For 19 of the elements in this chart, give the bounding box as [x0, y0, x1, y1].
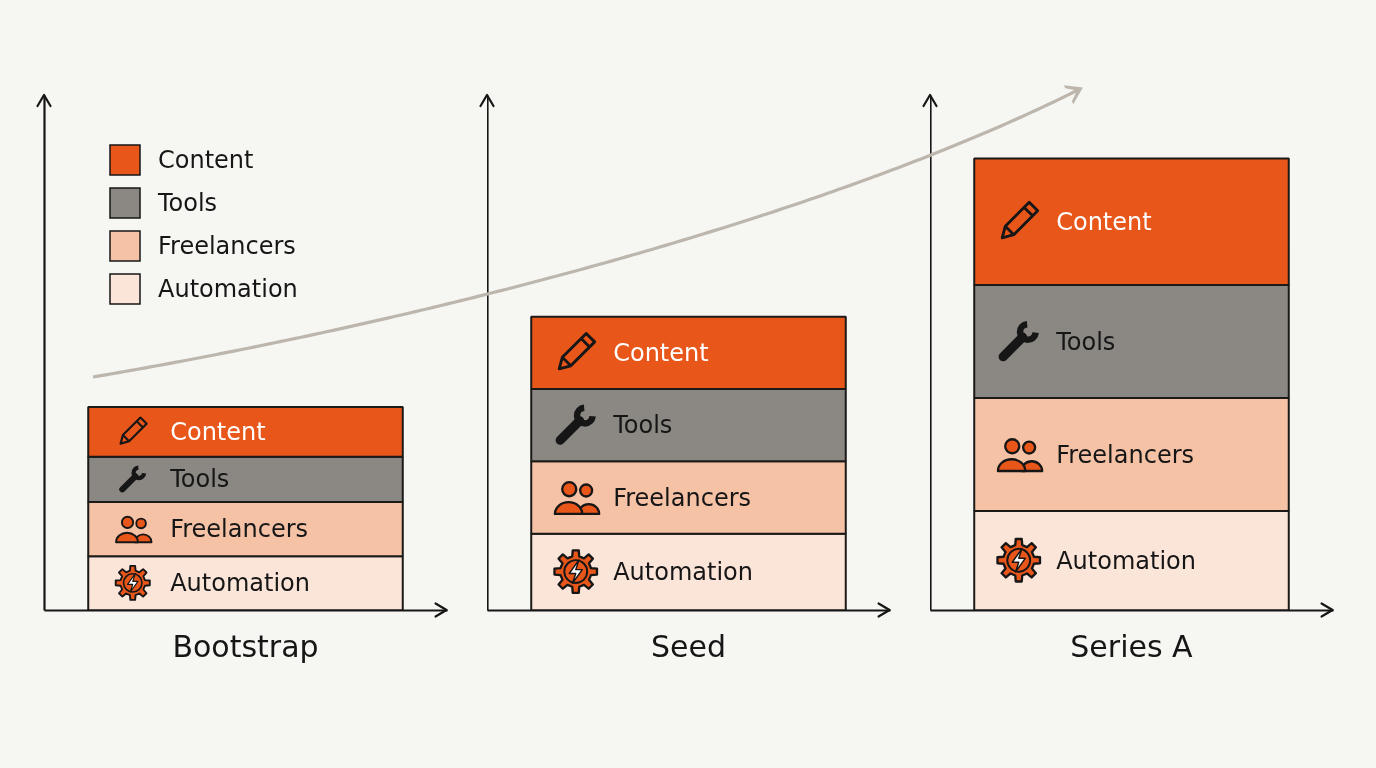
- x-tick-label: Bootstrap: [172, 628, 319, 664]
- bar-segment-label: Tools: [613, 411, 673, 440]
- legend-label: Content: [158, 146, 254, 174]
- legend-label: Freelancers: [158, 232, 296, 260]
- x-tick-label: Seed: [651, 628, 726, 664]
- legend-label: Automation: [158, 275, 298, 303]
- bar-segment-label: Freelancers: [170, 515, 309, 544]
- bar-segment-label: Content: [613, 338, 709, 367]
- legend-label: Tools: [158, 189, 218, 217]
- bar-segment-label: Tools: [170, 465, 230, 494]
- bar-segment-label: Content: [170, 417, 266, 446]
- x-tick-label: Series A: [1070, 628, 1194, 664]
- bar-segment-label: Automation: [170, 569, 310, 598]
- bar-segment-label: Freelancers: [613, 483, 752, 512]
- bar-segment-label: Freelancers: [1056, 440, 1195, 469]
- bar-segment-label: Tools: [1056, 327, 1116, 356]
- bar-segment-label: Automation: [1056, 546, 1196, 575]
- bar-segment-label: Automation: [613, 558, 753, 587]
- bar-segment-label: Content: [1056, 207, 1152, 236]
